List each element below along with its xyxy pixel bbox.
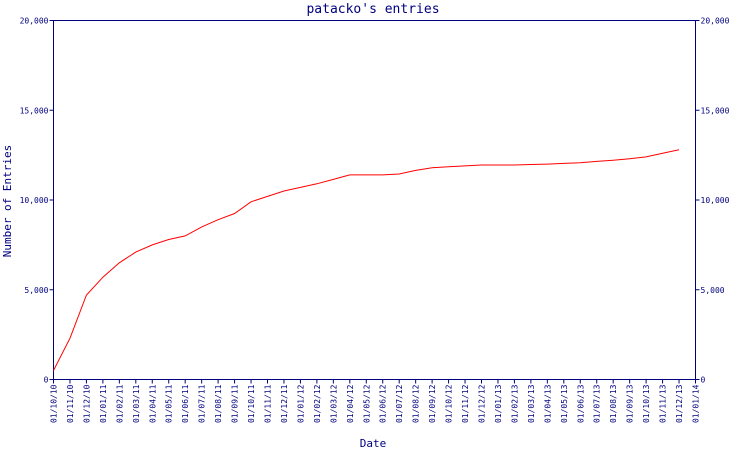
x-tick-label: 01/05/11: [165, 384, 174, 423]
y-axis-label: Number of Entries: [1, 145, 14, 258]
x-tick-label: 01/01/11: [99, 384, 108, 423]
y-tick-label-left: 0: [44, 376, 49, 385]
y-tick-label-right: 5,000: [701, 286, 725, 295]
x-tick-label: 01/04/12: [346, 384, 355, 423]
y-tick-label-right: 10,000: [701, 196, 730, 205]
plot-frame: [53, 20, 696, 380]
x-tick-label: 01/03/11: [132, 384, 141, 423]
x-tick-label: 01/10/10: [50, 384, 59, 423]
x-tick-label: 01/02/11: [115, 384, 124, 423]
x-tick-label: 01/01/14: [692, 384, 701, 423]
x-tick-label: 01/11/13: [659, 384, 668, 423]
x-tick-label: 01/10/12: [445, 384, 454, 423]
y-axis-right: 0 5,000 10,000 15,000 20,000: [695, 17, 730, 385]
x-tick-label: 01/01/13: [494, 384, 503, 423]
x-tick-label: 01/04/13: [543, 384, 552, 423]
x-tick-label: 01/07/12: [395, 384, 404, 423]
x-tick-label: 01/11/11: [264, 384, 273, 423]
y-tick-label-right: 15,000: [701, 106, 730, 115]
x-tick-label: 01/11/12: [461, 384, 470, 423]
x-tick-label: 01/06/13: [576, 384, 585, 423]
series-line: [53, 149, 680, 371]
x-tick-label: 01/06/12: [379, 384, 388, 423]
x-axis: 01/10/10 01/11/10 01/12/10 01/01/11 01/02/11…: [50, 379, 701, 423]
y-tick-label-right: 0: [701, 376, 706, 385]
x-tick-label: 01/09/13: [626, 384, 635, 423]
x-tick-label: 01/09/12: [428, 384, 437, 423]
x-tick-label: 01/08/12: [412, 384, 421, 423]
x-tick-label: 01/10/11: [247, 384, 256, 423]
x-tick-label: 01/07/11: [198, 384, 207, 423]
x-tick-label: 01/08/13: [609, 384, 618, 423]
x-tick-label: 01/06/11: [181, 384, 190, 423]
x-tick-label: 01/11/10: [66, 384, 75, 423]
x-tick-label: 01/08/11: [214, 384, 223, 423]
x-tick-label: 01/12/13: [675, 384, 684, 423]
y-tick-label-left: 15,000: [20, 106, 49, 115]
y-axis-left: 0 5,000 10,000 15,000 20,000: [20, 17, 54, 385]
x-tick-label: 01/12/10: [82, 384, 91, 423]
x-axis-label: Date: [360, 437, 387, 450]
x-tick-label: 01/05/12: [362, 384, 371, 423]
x-tick-label: 01/03/12: [329, 384, 338, 423]
x-tick-label: 01/01/12: [296, 384, 305, 423]
x-tick-label: 01/05/13: [560, 384, 569, 423]
x-tick-label: 01/09/11: [231, 384, 240, 423]
x-tick-label: 01/12/12: [478, 384, 487, 423]
x-tick-label: 01/10/13: [642, 384, 651, 423]
y-tick-label-left: 5,000: [24, 286, 48, 295]
y-tick-label-left: 20,000: [20, 17, 49, 26]
x-tick-label: 01/02/13: [510, 384, 519, 423]
x-tick-label: 01/12/11: [280, 384, 289, 423]
chart-title: patacko's entries: [306, 2, 439, 17]
y-tick-label-right: 20,000: [701, 17, 730, 26]
x-tick-label: 01/04/11: [148, 384, 157, 423]
y-tick-label-left: 10,000: [20, 196, 49, 205]
x-tick-label: 01/02/12: [313, 384, 322, 423]
x-tick-label: 01/07/13: [593, 384, 602, 423]
x-tick-label: 01/03/13: [527, 384, 536, 423]
